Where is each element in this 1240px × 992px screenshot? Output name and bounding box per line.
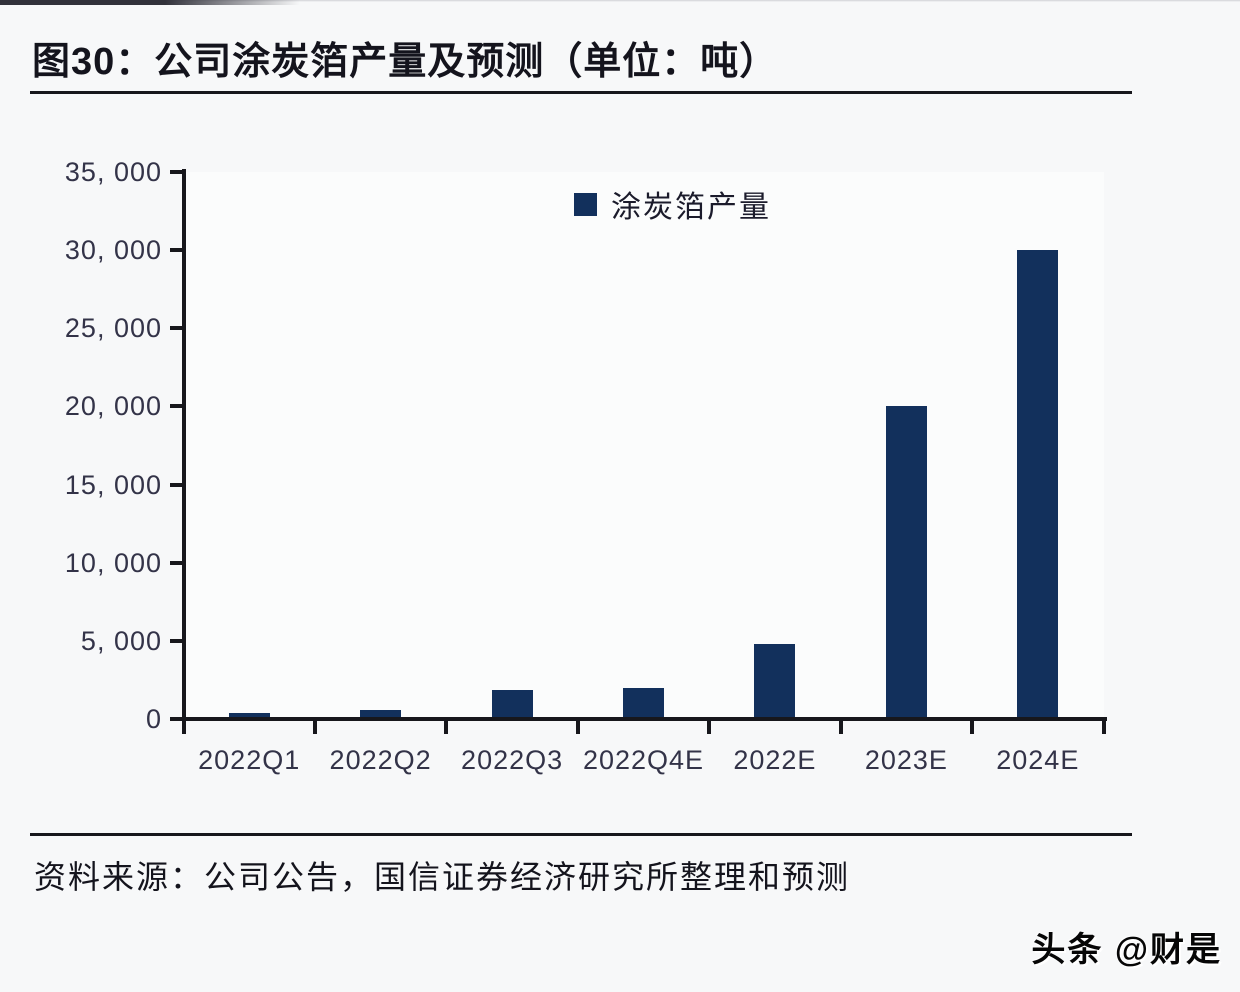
x-axis-label: 2022Q2 — [329, 745, 432, 775]
bar-2022E — [754, 644, 796, 721]
x-axis-tick — [970, 719, 975, 734]
plot-background — [186, 172, 1104, 719]
y-axis-tick — [170, 404, 184, 409]
legend-swatch — [574, 192, 597, 216]
top-edge-hairline — [0, 0, 1240, 2]
x-axis-tick — [312, 719, 317, 734]
x-axis-tick — [707, 719, 712, 734]
bar-2022Q3 — [491, 690, 533, 721]
x-axis-label: 2022Q4E — [582, 745, 705, 775]
x-axis-tick — [575, 719, 580, 734]
x-axis-tick — [181, 719, 186, 734]
y-axis-tick — [170, 638, 184, 643]
y-axis-label: 5, 000 — [80, 625, 162, 656]
y-axis-label: 15, 000 — [64, 469, 162, 500]
x-axis-line — [176, 717, 1107, 721]
y-axis-tick — [170, 326, 184, 331]
source-rule — [30, 833, 1132, 836]
x-axis-label: 2022Q3 — [461, 745, 564, 775]
bar-2024E — [1017, 250, 1059, 721]
chart-legend: 涂炭箔产量 — [574, 182, 771, 226]
y-axis-tick — [170, 717, 184, 721]
y-axis-label: 20, 000 — [64, 391, 162, 422]
legend-label: 涂炭箔产量 — [611, 191, 771, 224]
watermark: 头条 @财是 — [1031, 931, 1222, 969]
y-axis-tick — [170, 248, 184, 253]
bar-2022Q1 — [228, 712, 270, 721]
figure-title: 图30：公司涂炭箔产量及预测（单位：吨） — [32, 41, 779, 83]
y-axis-line — [182, 169, 186, 722]
x-axis-label: 2023E — [864, 745, 948, 775]
x-axis-label: 2022E — [733, 745, 817, 775]
x-axis-tick — [1101, 719, 1106, 734]
y-axis-tick — [170, 170, 184, 174]
source-text: 资料来源：公司公告，国信证券经济研究所整理和预测 — [34, 859, 851, 895]
y-axis-label: 30, 000 — [64, 235, 162, 266]
bar-2022Q2 — [360, 710, 402, 721]
y-axis-label: 10, 000 — [64, 547, 162, 578]
bar-2023E — [885, 406, 927, 721]
y-axis-label: 0 — [145, 704, 162, 734]
x-axis-tick — [444, 719, 449, 734]
y-axis-label: 35, 000 — [64, 157, 162, 187]
x-axis-label: 2022Q1 — [198, 745, 301, 775]
x-axis-tick — [838, 719, 843, 734]
bar-2022Q4E — [623, 687, 664, 721]
y-axis-label: 25, 000 — [64, 313, 162, 344]
y-axis-tick — [170, 560, 184, 565]
top-left-edge-artifact — [0, 0, 300, 5]
x-axis-label: 2024E — [996, 745, 1080, 775]
title-rule — [30, 91, 1132, 94]
y-axis-tick — [170, 482, 184, 487]
